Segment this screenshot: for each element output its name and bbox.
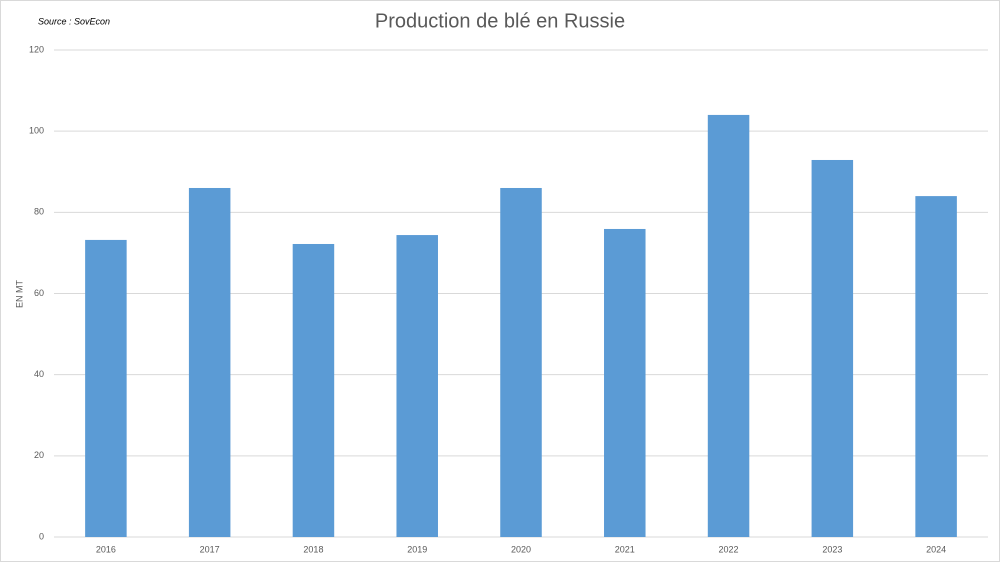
x-tick-label: 2022 [719,544,739,554]
bar [188,187,231,537]
y-tick-label: 60 [34,288,44,298]
bar [707,114,750,537]
x-tick-label: 2016 [96,544,116,554]
chart-title: Production de blé en Russie [375,10,625,32]
bar [500,187,542,537]
bar [396,235,438,537]
y-tick-label: 120 [29,44,44,54]
source-note: Source : SovEcon [38,16,110,26]
x-tick-label: 2024 [926,544,946,554]
y-tick-label: 100 [29,126,44,136]
x-tick-label: 2021 [615,544,635,554]
y-tick-label: 80 [34,207,44,217]
bar [811,159,854,537]
bar [292,243,335,537]
x-tick-label: 2019 [407,544,427,554]
x-tick-label: 2020 [511,544,531,554]
bar [85,239,127,537]
x-tick-label: 2018 [303,544,323,554]
y-tick-label: 40 [34,369,44,379]
x-tick-label: 2023 [822,544,842,554]
bar [604,228,646,537]
bar [915,196,957,537]
y-tick-label: 20 [34,450,44,460]
y-axis-label: EN MT [14,280,24,309]
y-tick-label: 0 [39,531,44,541]
x-tick-label: 2017 [200,544,220,554]
